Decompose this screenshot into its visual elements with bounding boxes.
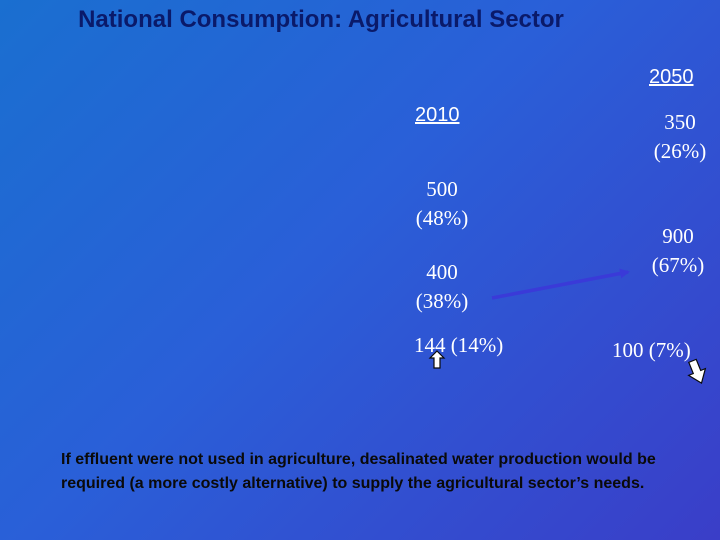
down-right-arrow-icon: [687, 358, 707, 385]
value-2010-row1-amount: 500: [426, 177, 458, 201]
value-2050-row2-share: (67%): [651, 253, 705, 277]
year-2050-label: 2050: [649, 66, 694, 88]
value-2010-row1-share: (48%): [415, 206, 469, 230]
value-2050-row1-share: (26%): [653, 139, 707, 163]
up-arrow-icon: [428, 350, 446, 369]
value-2050-row1: 350 (26%): [640, 108, 720, 166]
value-2050-row1-amount: 350: [664, 110, 696, 134]
value-2010-row2-share: (38%): [415, 289, 469, 313]
year-2010-label: 2010: [415, 104, 460, 126]
transfer-arrow: [491, 268, 630, 300]
value-2050-row2: 900 (67%): [638, 222, 718, 280]
value-2050-row3: 100 (7%): [612, 338, 691, 362]
value-2050-row2-amount: 900: [662, 224, 694, 248]
value-2010-row2: 400 (38%): [400, 258, 484, 316]
footnote-text: If effluent were not used in agriculture…: [61, 451, 656, 492]
value-2010-row1: 500 (48%): [400, 175, 484, 233]
page-title: National Consumption: Agricultural Secto…: [78, 6, 564, 33]
value-2010-row2-amount: 400: [426, 260, 458, 284]
value-2010-row3: 144 (14%): [414, 333, 504, 357]
